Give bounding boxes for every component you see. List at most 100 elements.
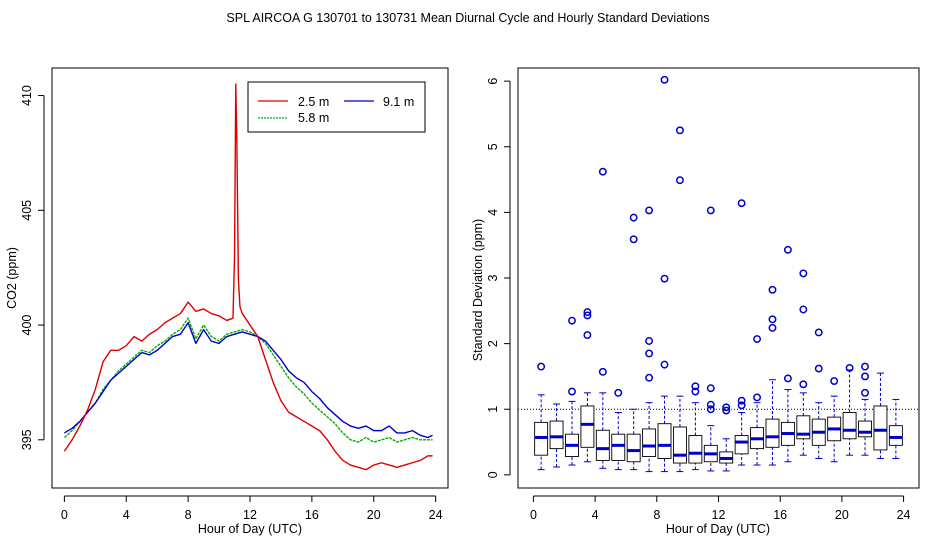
outlier-point xyxy=(645,206,654,215)
outlier-point xyxy=(799,380,808,389)
outlier-point xyxy=(830,377,839,385)
outlier-point xyxy=(799,269,808,278)
box-iqr xyxy=(858,420,872,438)
right-x-tick-label: 12 xyxy=(712,508,726,522)
right-x-tick-label: 20 xyxy=(835,508,849,522)
outlier-point xyxy=(845,363,854,372)
outlier-point xyxy=(660,274,669,283)
boxplots xyxy=(534,75,903,473)
left-x-tick-label: 4 xyxy=(123,508,130,522)
box-iqr xyxy=(672,426,687,464)
outlier-point xyxy=(861,388,869,397)
outlier-point xyxy=(645,349,654,358)
right-x-tick-label: 8 xyxy=(653,508,660,522)
box-iqr xyxy=(842,412,857,440)
left-panel: 0 4 8 12 16 20 24 395 400 405 410 Hour of Day (UT… xyxy=(5,67,449,536)
boxplot-hour-15.5 xyxy=(765,285,780,466)
outlier-point xyxy=(737,199,746,208)
right-y-tick-label: 3 xyxy=(486,274,500,281)
outlier-point xyxy=(598,167,607,176)
outlier-point xyxy=(706,384,715,393)
boxplot-hour-14.5 xyxy=(750,335,765,466)
boxplot-hour-10.5 xyxy=(688,382,703,471)
series-line-5-8-m xyxy=(63,317,433,443)
left-x-tick-label: 8 xyxy=(185,508,192,522)
outlier-point xyxy=(722,403,731,412)
legend: 2.5 m 9.1 m 5.8 m xyxy=(247,81,426,133)
outlier-point xyxy=(737,401,746,410)
left-x-tick-label: 16 xyxy=(305,508,319,522)
left-x-tick-label: 12 xyxy=(243,508,257,522)
boxplot-hour-4.5 xyxy=(595,167,610,469)
right-plot-frame xyxy=(517,67,920,489)
boxplot-hour-16.5 xyxy=(780,245,795,463)
boxplot-hour-13.5 xyxy=(734,199,749,466)
left-x-axis: 0 4 8 12 16 20 24 xyxy=(61,495,443,522)
outlier-point xyxy=(614,388,623,397)
outlier-point xyxy=(768,285,777,294)
legend-label-2-5m: 2.5 m xyxy=(298,95,329,109)
boxplot-hour-12.5 xyxy=(719,403,734,472)
outlier-point xyxy=(861,362,869,371)
right-y-tick-label: 4 xyxy=(486,209,500,216)
series-line-2-5-m xyxy=(63,83,433,471)
left-y-axis: 395 400 405 410 xyxy=(20,85,45,450)
outlier-point xyxy=(722,406,731,415)
right-y-tick-label: 2 xyxy=(486,340,500,347)
boxplot-hour-2.5 xyxy=(565,316,579,466)
outlier-point xyxy=(814,364,823,373)
box-iqr xyxy=(888,425,903,446)
outlier-point xyxy=(598,367,607,376)
left-y-tick-label: 395 xyxy=(20,429,34,450)
box-iqr xyxy=(642,428,657,457)
outlier-point xyxy=(583,331,592,340)
boxplot-hour-9.5 xyxy=(672,126,687,473)
outlier-point xyxy=(768,323,777,332)
boxplot-hour-7.5 xyxy=(642,206,657,473)
boxplot-hour-3.5 xyxy=(580,308,595,463)
boxplot-hour-18.5 xyxy=(811,328,826,459)
box-iqr xyxy=(626,433,641,463)
left-x-tick-label: 24 xyxy=(429,508,443,522)
outlier-point xyxy=(629,213,638,222)
outlier-point xyxy=(568,387,576,396)
outlier-point xyxy=(753,335,762,343)
figure-title: SPL AIRCOA G 130701 to 130731 Mean Diurn… xyxy=(226,11,709,25)
box-iqr xyxy=(688,435,703,464)
outlier-point xyxy=(675,126,684,135)
left-plot-frame xyxy=(51,67,449,489)
left-x-tick-label: 0 xyxy=(61,508,68,522)
legend-label-9-1m: 9.1 m xyxy=(383,95,414,109)
legend-label-5-8m: 5.8 m xyxy=(298,111,329,125)
right-y-tick-label: 1 xyxy=(486,406,500,413)
outlier-point xyxy=(691,382,700,391)
left-x-axis-label: Hour of Day (UTC) xyxy=(198,522,302,536)
outlier-point xyxy=(737,396,746,405)
outlier-point xyxy=(783,245,792,254)
outlier-point xyxy=(645,373,654,382)
right-y-tick-label: 6 xyxy=(486,78,500,85)
box-iqr xyxy=(657,423,672,459)
outlier-point xyxy=(814,328,823,337)
outlier-point xyxy=(706,405,715,414)
boxplot-hour-17.5 xyxy=(796,269,811,456)
right-x-tick-label: 4 xyxy=(592,508,599,522)
boxplot-hour-19.5 xyxy=(827,377,842,463)
outlier-point xyxy=(629,235,638,244)
outlier-point xyxy=(691,387,700,396)
right-x-tick-label: 24 xyxy=(897,508,911,522)
boxplot-hour-6.5 xyxy=(626,213,641,471)
right-x-tick-label: 16 xyxy=(773,508,787,522)
box-iqr xyxy=(873,405,888,451)
outlier-point xyxy=(583,311,592,320)
right-y-tick-label: 0 xyxy=(486,471,500,478)
box-iqr xyxy=(611,433,626,461)
left-y-tick-label: 410 xyxy=(20,85,34,106)
outlier-point xyxy=(799,305,808,314)
right-x-tick-label: 0 xyxy=(530,508,537,522)
outlier-point xyxy=(660,75,669,84)
right-x-axis-label: Hour of Day (UTC) xyxy=(666,522,770,536)
legend-box xyxy=(247,81,426,133)
